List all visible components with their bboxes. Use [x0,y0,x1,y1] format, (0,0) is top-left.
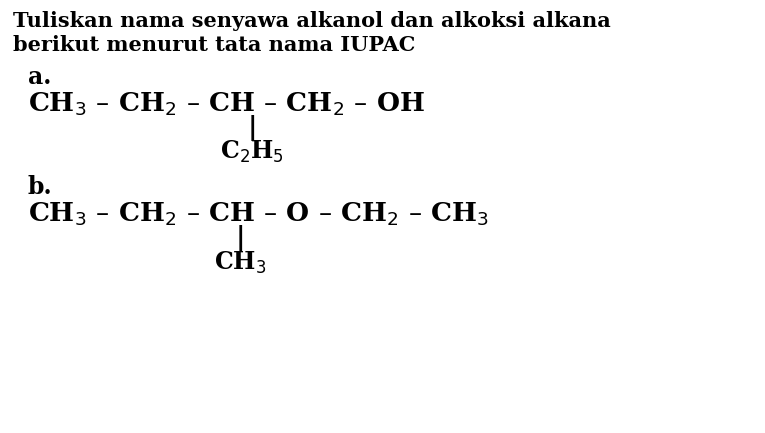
Text: berikut menurut tata nama IUPAC: berikut menurut tata nama IUPAC [13,35,415,55]
Text: CH$_3$ – CH$_2$ – CH – O – CH$_2$ – CH$_3$: CH$_3$ – CH$_2$ – CH – O – CH$_2$ – CH$_… [28,201,489,229]
Text: a.: a. [28,65,51,89]
Text: Tuliskan nama senyawa alkanol dan alkoksi alkana: Tuliskan nama senyawa alkanol dan alkoks… [13,11,610,31]
Text: b.: b. [28,175,53,199]
Text: |: | [247,115,257,141]
Text: CH$_3$ – CH$_2$ – CH – CH$_2$ – OH: CH$_3$ – CH$_2$ – CH – CH$_2$ – OH [28,91,425,119]
Text: C$_2$H$_5$: C$_2$H$_5$ [220,139,284,165]
Text: CH$_3$: CH$_3$ [213,250,266,276]
Text: |: | [236,225,245,251]
